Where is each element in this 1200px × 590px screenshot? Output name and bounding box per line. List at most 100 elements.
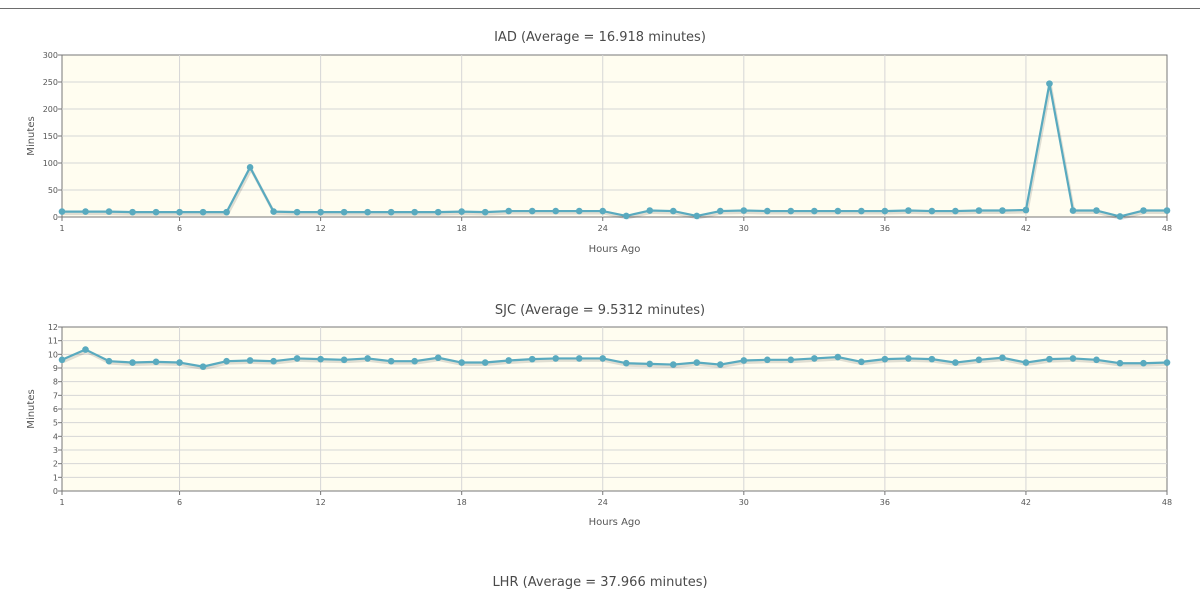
x-tick-label: 42: [1021, 498, 1031, 507]
series-line: [61, 348, 1168, 368]
x-axis-title: Hours Ago: [589, 244, 641, 255]
x-tick-label: 36: [880, 498, 890, 507]
data-point: [858, 207, 865, 215]
data-point: [975, 207, 983, 214]
chart-title-iad: IAD (Average = 16.918 minutes): [494, 30, 706, 45]
x-tick-label: 1: [59, 498, 64, 507]
data-point: [811, 355, 818, 362]
data-point: [129, 359, 136, 366]
data-point: [1046, 80, 1053, 87]
data-point: [293, 208, 301, 216]
x-tick-label: 48: [1162, 498, 1172, 507]
data-point: [1163, 207, 1171, 214]
data-point: [622, 359, 630, 367]
data-point: [129, 208, 136, 216]
data-point: [505, 357, 513, 364]
data-point: [787, 356, 795, 364]
data-point: [411, 208, 418, 216]
y-tick-label: 300: [43, 51, 58, 60]
data-point: [293, 355, 301, 362]
data-point: [552, 355, 560, 362]
data-point: [411, 357, 418, 365]
data-point: [575, 207, 583, 215]
data-point: [905, 207, 912, 214]
y-tick-label: 2: [53, 460, 58, 469]
data-point: [764, 356, 771, 364]
data-point: [1046, 355, 1053, 363]
x-tick-label: 12: [316, 498, 326, 507]
data-point: [552, 207, 560, 215]
data-point: [58, 208, 66, 215]
data-point: [340, 356, 348, 364]
series-shadow: [62, 349, 1169, 371]
data-point: [646, 207, 654, 214]
y-tick-label: 50: [48, 186, 58, 195]
y-tick-label: 3: [53, 446, 58, 455]
data-point: [975, 356, 983, 364]
data-point: [176, 208, 183, 216]
data-point: [434, 208, 442, 216]
data-point: [599, 207, 607, 215]
data-point: [458, 359, 465, 366]
y-tick-label: 250: [43, 78, 58, 87]
data-point: [387, 357, 395, 365]
data-point: [223, 208, 230, 216]
x-tick-label: 42: [1021, 224, 1031, 233]
data-point: [1093, 356, 1100, 364]
top-divider: [0, 8, 1200, 9]
data-point: [317, 355, 324, 363]
data-point: [1116, 213, 1124, 220]
y-tick-label: 100: [43, 159, 58, 168]
y-tick-label: 9: [53, 364, 58, 373]
data-point: [223, 357, 230, 365]
data-point: [458, 208, 465, 215]
data-point: [834, 353, 842, 361]
data-point: [928, 207, 936, 215]
data-point: [317, 208, 324, 216]
data-point: [716, 207, 724, 215]
x-tick-label: 30: [739, 498, 749, 507]
data-point: [669, 207, 677, 215]
data-point: [340, 208, 348, 216]
y-axis-title: Minutes: [26, 116, 37, 155]
data-point: [881, 207, 889, 215]
y-tick-label: 1: [53, 473, 58, 482]
data-point: [528, 207, 536, 215]
data-point: [58, 356, 66, 364]
y-tick-label: 4: [53, 432, 58, 441]
data-point: [481, 208, 489, 216]
y-tick-label: 0: [53, 487, 58, 496]
x-tick-label: 18: [457, 498, 467, 507]
data-point: [82, 208, 89, 215]
data-point: [1093, 207, 1100, 214]
y-tick-label: 6: [53, 405, 58, 414]
y-tick-label: 12: [48, 323, 58, 332]
data-point: [693, 212, 701, 220]
data-point: [1116, 359, 1124, 367]
data-point: [199, 208, 207, 216]
data-point: [481, 359, 489, 366]
y-tick-label: 8: [53, 378, 58, 387]
data-point: [270, 357, 277, 365]
x-tick-label: 12: [316, 224, 326, 233]
data-point: [952, 359, 959, 366]
data-point: [105, 208, 113, 215]
data-point: [176, 359, 183, 366]
data-point: [1069, 207, 1077, 214]
data-point: [575, 355, 583, 362]
data-point: [834, 207, 842, 215]
y-tick-label: 5: [53, 419, 58, 428]
y-tick-label: 0: [53, 213, 58, 222]
data-point: [1069, 355, 1077, 362]
x-tick-label: 24: [598, 498, 608, 507]
x-tick-label: 48: [1162, 224, 1172, 233]
series-line: [62, 82, 1167, 218]
data-point: [387, 208, 395, 216]
data-point: [1022, 359, 1030, 366]
data-point: [364, 208, 371, 216]
data-point: [152, 358, 160, 366]
data-point: [1140, 359, 1147, 367]
data-point: [928, 355, 936, 363]
data-point: [152, 208, 160, 216]
